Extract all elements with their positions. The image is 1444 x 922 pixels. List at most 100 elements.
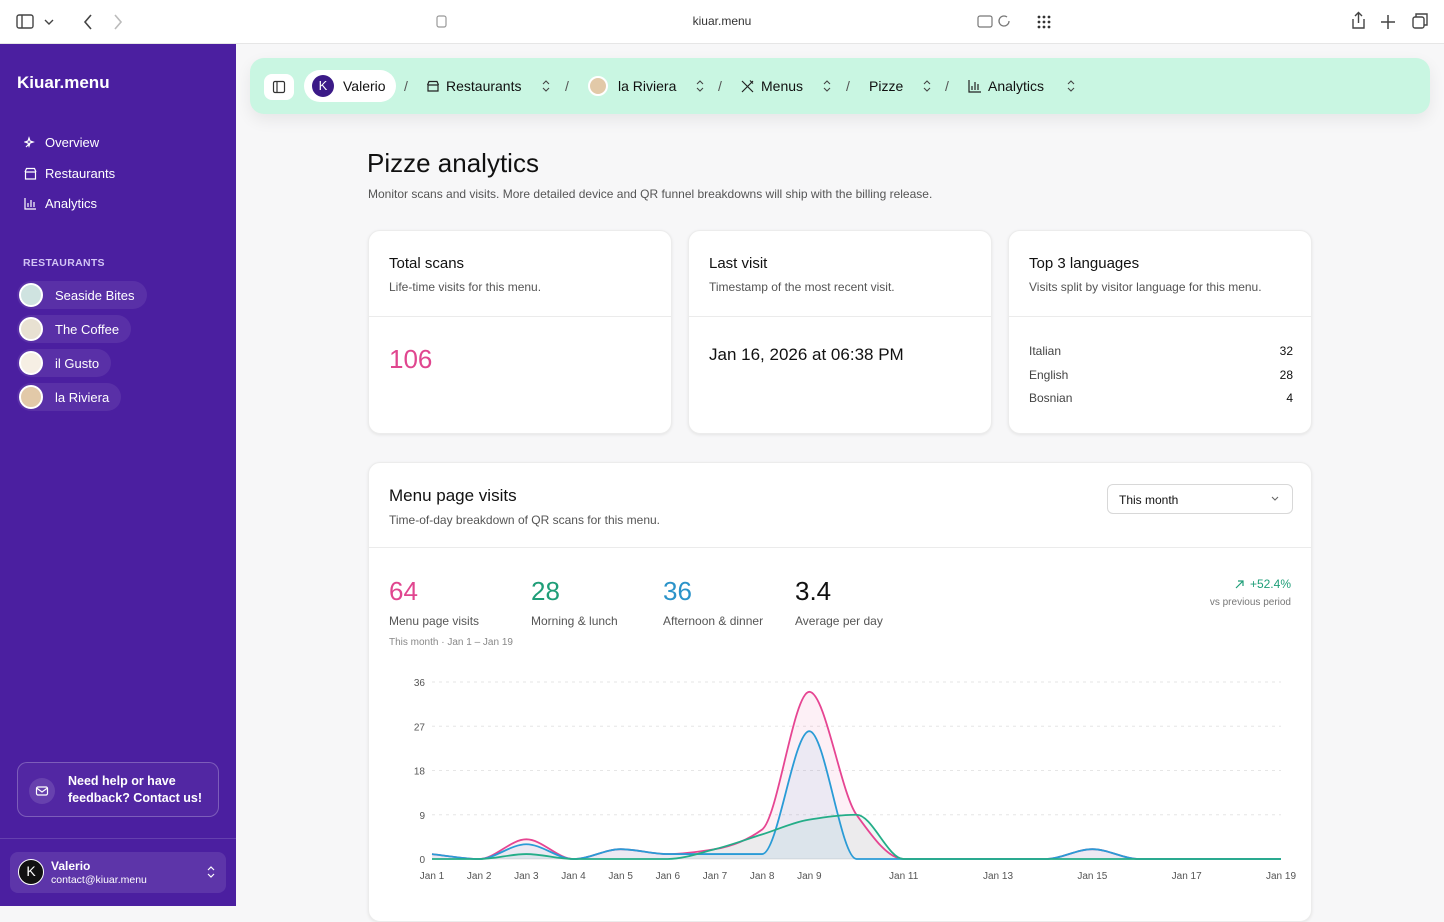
crumb-icon xyxy=(426,80,440,92)
crumb-chevron[interactable] xyxy=(541,80,551,92)
chevron-updown xyxy=(207,866,215,878)
sidebar-toggle-icon[interactable] xyxy=(16,14,34,29)
separator: / xyxy=(846,78,850,94)
stat-card: Total scans Life-time visits for this me… xyxy=(368,230,672,434)
stat-card: Top 3 languages Visits split by visitor … xyxy=(1008,230,1312,434)
crumb[interactable]: Pizze xyxy=(869,58,903,114)
language-count: 28 xyxy=(1279,367,1293,382)
x-tick-label: Jan 9 xyxy=(797,871,822,882)
series-area xyxy=(432,814,1281,859)
user-crumb[interactable]: K Valerio xyxy=(304,70,396,102)
crumb[interactable]: Analytics xyxy=(968,58,1044,114)
divider xyxy=(1009,316,1311,317)
change-value: +52.4% xyxy=(1249,577,1291,591)
restaurant-item[interactable]: Seaside Bites xyxy=(17,281,147,309)
language-row: Italian 32 xyxy=(1029,344,1293,360)
language-name: English xyxy=(1029,367,1069,382)
crumb[interactable]: Restaurants xyxy=(426,58,521,114)
nav-item[interactable]: Overview xyxy=(24,135,99,150)
restaurant-name: il Gusto xyxy=(55,355,100,371)
x-tick-label: Jan 1 xyxy=(420,871,445,882)
crumb-chevron[interactable] xyxy=(695,80,705,92)
tabs-icon[interactable] xyxy=(1412,16,1425,29)
forward-icon[interactable] xyxy=(114,14,123,30)
translate-icon[interactable] xyxy=(977,15,993,28)
restaurant-avatar xyxy=(19,385,43,409)
restaurant-item[interactable]: la Riviera xyxy=(17,383,122,411)
card-value: 106 xyxy=(389,344,433,374)
restaurant-avatar xyxy=(19,283,43,307)
breadcrumb-bar: K Valerio / Restaurants / la Riviera / M… xyxy=(250,58,1430,114)
card-title: Menu page visits xyxy=(389,486,517,505)
user-menu[interactable]: K Valerio contact@kiuar.menu xyxy=(10,852,226,893)
language-count: 32 xyxy=(1279,344,1293,358)
card-description: Time-of-day breakdown of QR scans for th… xyxy=(389,513,660,527)
url[interactable]: kiuar.menu xyxy=(692,14,752,28)
apps-icon[interactable] xyxy=(1037,15,1051,29)
analytics-icon xyxy=(24,198,36,210)
divider xyxy=(0,838,236,839)
trend-up-icon xyxy=(1235,579,1244,588)
crumb-label: Restaurants xyxy=(446,78,522,94)
divider xyxy=(689,316,991,317)
help-text: Need help or have feedback? Contact us! xyxy=(68,774,203,805)
summary-label: Afternoon & dinner xyxy=(663,614,764,628)
change: +52.4% xyxy=(1235,577,1291,591)
restaurant-avatar xyxy=(19,317,43,341)
tabs-icon-back xyxy=(1415,13,1428,26)
reload-icon[interactable] xyxy=(998,15,1010,27)
user-name: Valerio xyxy=(51,859,91,873)
restaurant-item[interactable]: il Gusto xyxy=(17,349,112,377)
summary-label: Morning & lunch xyxy=(531,614,618,628)
crumb[interactable]: Menus xyxy=(740,58,803,114)
toolbar-icons xyxy=(16,11,1428,30)
x-tick-label: Jan 5 xyxy=(608,871,633,882)
change-note: vs previous period xyxy=(1209,597,1291,608)
nav-label: Overview xyxy=(45,135,100,150)
separator: / xyxy=(404,78,408,94)
x-tick-label: Jan 6 xyxy=(656,871,681,882)
restaurant-name: The Coffee xyxy=(55,321,120,337)
new-tab-icon[interactable] xyxy=(1381,15,1395,29)
divider xyxy=(369,547,1311,548)
y-tick-label: 27 xyxy=(414,722,426,733)
panel-icon xyxy=(272,80,286,94)
restaurant-item[interactable]: The Coffee xyxy=(17,315,132,343)
x-tick-label: Jan 4 xyxy=(561,871,586,882)
period-label: This month xyxy=(1119,493,1179,507)
user-avatar: K xyxy=(18,859,44,885)
divider xyxy=(369,316,671,317)
y-tick-label: 0 xyxy=(419,855,425,866)
crumb-label: Valerio xyxy=(343,78,386,94)
x-tick-label: Jan 15 xyxy=(1077,871,1107,882)
nav-item[interactable]: Restaurants xyxy=(24,166,115,181)
language-name: Bosnian xyxy=(1029,391,1073,405)
crumb[interactable]: la Riviera xyxy=(588,58,676,114)
card-title: Top 3 languages xyxy=(1029,255,1140,272)
restaurant-avatar xyxy=(19,351,43,375)
share-icon[interactable] xyxy=(1352,11,1365,29)
separator: / xyxy=(945,78,949,94)
page-icon xyxy=(436,15,447,28)
visits-card: Menu page visits Time-of-day breakdown o… xyxy=(368,462,1312,922)
x-tick-label: Jan 17 xyxy=(1172,871,1202,882)
help-box[interactable]: Need help or have feedback? Contact us! xyxy=(17,762,219,817)
nav-item[interactable]: Analytics xyxy=(24,196,97,211)
x-tick-label: Jan 8 xyxy=(750,871,775,882)
panel-toggle[interactable] xyxy=(264,74,294,100)
period-select[interactable]: This month xyxy=(1107,484,1293,514)
card-description: Visits split by visitor language for thi… xyxy=(1029,280,1262,294)
x-tick-label: Jan 2 xyxy=(467,871,492,882)
crumb-icon xyxy=(968,80,981,93)
nav-label: Analytics xyxy=(45,196,98,211)
brand[interactable]: Kiuar.menu xyxy=(17,73,110,92)
crumb-chevron[interactable] xyxy=(922,80,932,92)
crumb-chevron[interactable] xyxy=(1066,80,1076,92)
overview-icon xyxy=(24,136,35,148)
restaurants-icon xyxy=(24,167,37,180)
card-description: Timestamp of the most recent visit. xyxy=(709,280,895,294)
back-icon[interactable] xyxy=(83,14,92,30)
crumb-chevron[interactable] xyxy=(822,80,832,92)
dropdown-icon[interactable] xyxy=(44,19,54,25)
